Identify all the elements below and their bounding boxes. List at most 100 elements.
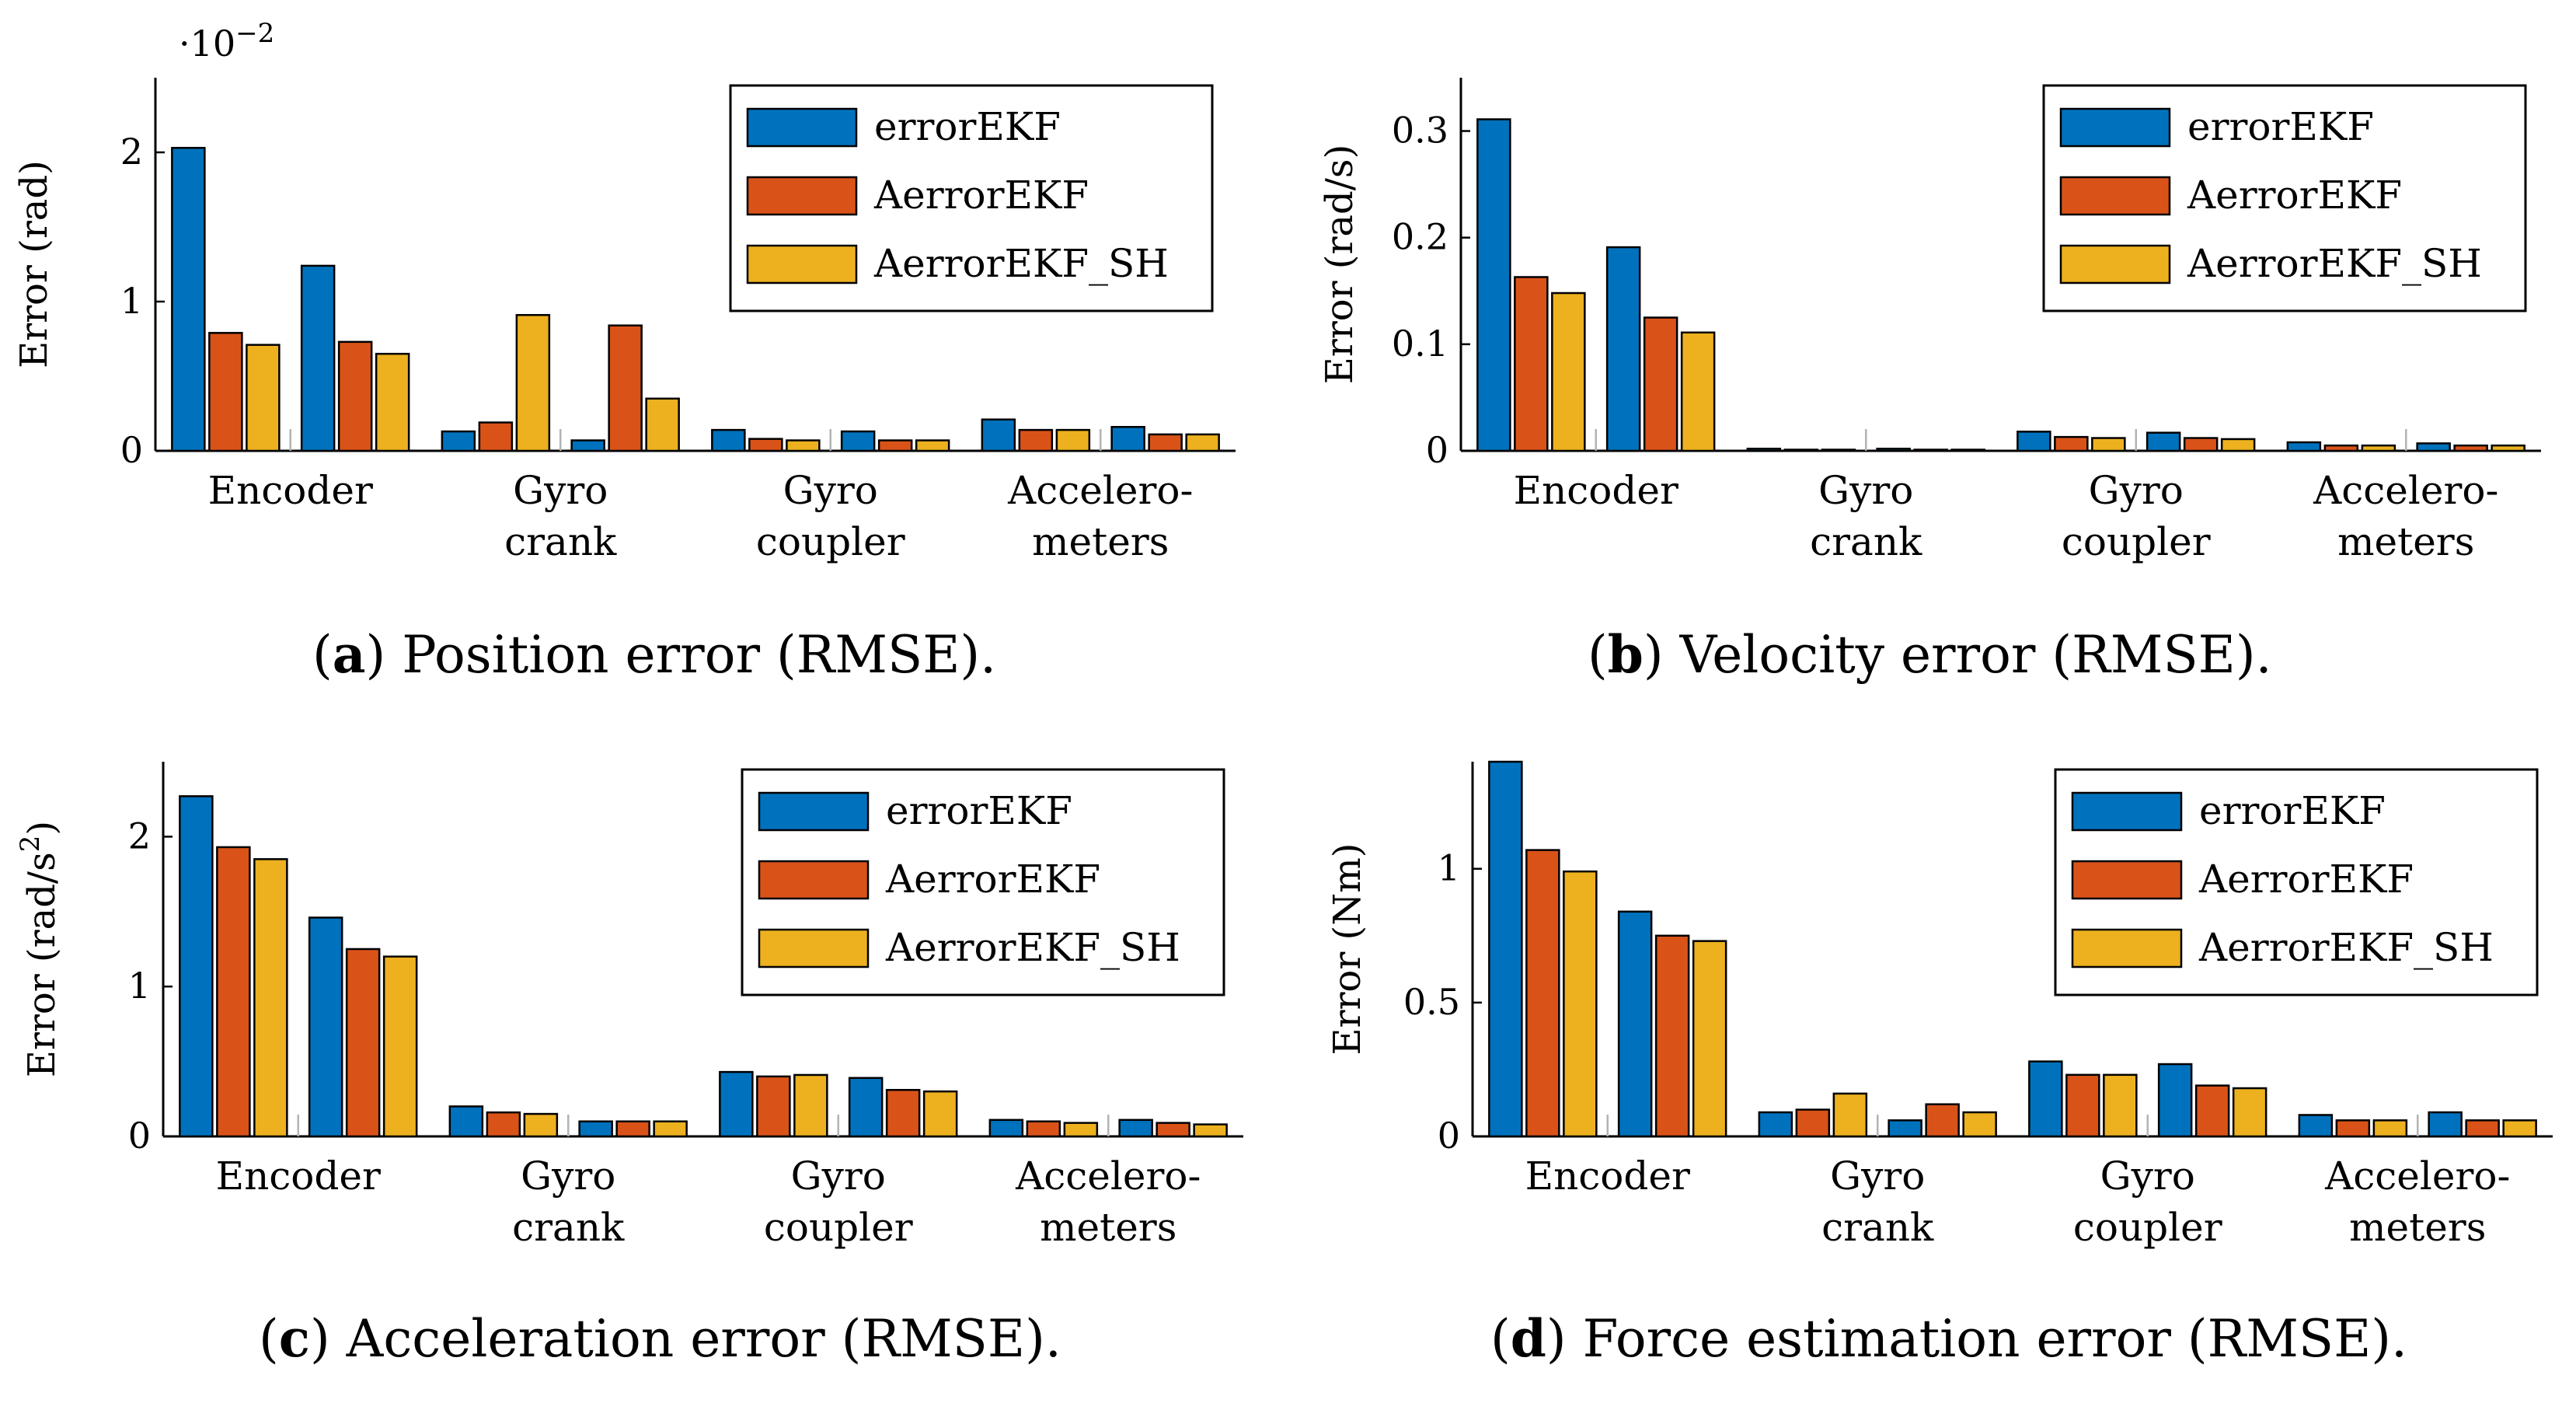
bar-AerrorEKF-g1-c0 xyxy=(478,421,514,452)
y-axis-label: Error (rad) xyxy=(12,160,56,368)
category-label: Encoder xyxy=(1525,1153,1690,1199)
category-label: Accelero- xyxy=(1015,1153,1201,1199)
y-tick-label: 0 xyxy=(1426,429,1448,471)
y-scale-exponent: −2 xyxy=(235,18,274,49)
caption-paren-open: ( xyxy=(1588,625,1608,685)
legend-swatch-errorEKF xyxy=(746,107,858,148)
bar-AerrorEKF_SH-g1-c0 xyxy=(515,314,551,452)
bar-AerrorEKF-g3-c1 xyxy=(2453,444,2488,452)
bar-AerrorEKF-g0-c1 xyxy=(1643,316,1678,452)
bar-AerrorEKF_SH-g1-c1 xyxy=(653,1120,688,1138)
bar-AerrorEKF_SH-g2-c0 xyxy=(2091,437,2126,452)
bar-errorEKF-g1-c0 xyxy=(1746,448,1782,452)
bar-errorEKF-g0-c0 xyxy=(1488,760,1523,1138)
bar-errorEKF-g2-c1 xyxy=(2146,431,2181,452)
y-scale-base: ·10 xyxy=(179,23,235,65)
bar-AerrorEKF-g1-c1 xyxy=(1913,448,1948,452)
bar-AerrorEKF_SH-g2-c1 xyxy=(2232,1087,2268,1138)
y-tick-label: 2 xyxy=(120,131,143,173)
bar-AerrorEKF-g2-c1 xyxy=(2194,1084,2230,1138)
y-tick-label: 0.5 xyxy=(1403,981,1460,1023)
bar-errorEKF-g2-c0 xyxy=(719,1070,754,1138)
category-label: meters xyxy=(1040,1205,1176,1250)
category-label: Encoder xyxy=(1514,468,1678,513)
category-label: coupler xyxy=(764,1205,913,1250)
caption-letter: a xyxy=(333,624,366,685)
bar-AerrorEKF-g1-c1 xyxy=(1925,1103,1960,1138)
bar-errorEKF-g1-c0 xyxy=(448,1105,484,1138)
legend: errorEKF AerrorEKF AerrorEKF_SH xyxy=(2042,84,2527,312)
category-label: meters xyxy=(2337,519,2474,564)
bar-AerrorEKF_SH-g3-c1 xyxy=(1193,1123,1228,1138)
bar-AerrorEKF_SH-g2-c1 xyxy=(922,1090,958,1138)
legend-swatch-errorEKF xyxy=(2071,791,2183,832)
caption-text: Force estimation error (RMSE). xyxy=(1567,1309,2407,1369)
bar-errorEKF-g1-c1 xyxy=(578,1120,613,1138)
y-tick-label: 1 xyxy=(128,965,151,1007)
y-axis-label-sup: 2 xyxy=(15,836,46,853)
bar-AerrorEKF-g3-c1 xyxy=(1156,1122,1190,1138)
y-axis-label-text: Error (Nm) xyxy=(1326,843,1369,1056)
legend-label: errorEKF xyxy=(874,104,1061,149)
bar-AerrorEKF-g3-c0 xyxy=(2323,444,2359,452)
caption: (a) Position error (RMSE). xyxy=(312,624,996,685)
legend-swatch-errorEKF xyxy=(2059,107,2171,148)
category-label: Gyro xyxy=(513,468,608,513)
bar-errorEKF-g2-c1 xyxy=(840,430,876,452)
bar-AerrorEKF_SH-g3-c1 xyxy=(2491,444,2525,452)
bar-AerrorEKF-g3-c0 xyxy=(1026,1120,1061,1138)
legend-label: errorEKF xyxy=(2199,788,2386,833)
y-axis-label-text: Error (rad/s xyxy=(20,852,64,1077)
bar-AerrorEKF_SH-g2-c0 xyxy=(793,1073,828,1138)
legend-swatch-AerrorEKF xyxy=(2059,176,2171,216)
caption-paren-close: ) xyxy=(1644,625,1664,685)
category-label: Gyro xyxy=(1818,468,1913,513)
y-tick-label: 0.1 xyxy=(1392,323,1448,365)
bar-errorEKF-g3-c1 xyxy=(2416,442,2451,452)
bar-AerrorEKF-g0-c0 xyxy=(1525,849,1560,1138)
bar-AerrorEKF-g1-c0 xyxy=(486,1111,521,1138)
legend-swatch-AerrorEKF_SH xyxy=(2059,244,2171,284)
category-label: coupler xyxy=(756,519,905,564)
caption: (c) Acceleration error (RMSE). xyxy=(259,1308,1061,1369)
bar-AerrorEKF-g3-c1 xyxy=(2465,1119,2500,1138)
category-label: Accelero- xyxy=(2313,468,2498,513)
category-label: Gyro xyxy=(1830,1153,1925,1199)
bar-AerrorEKF_SH-g2-c0 xyxy=(2103,1073,2138,1138)
y-tick-label: 1 xyxy=(120,280,143,322)
caption: (d) Force estimation error (RMSE). xyxy=(1490,1308,2407,1369)
caption-paren-close: ) xyxy=(310,1309,330,1369)
category-label: Accelero- xyxy=(1007,468,1193,513)
bar-AerrorEKF-g3-c0 xyxy=(1018,428,1054,452)
legend-swatch-AerrorEKF xyxy=(758,860,870,900)
bar-AerrorEKF-g2-c1 xyxy=(877,439,913,452)
legend-label: AerrorEKF_SH xyxy=(2198,925,2494,970)
bar-AerrorEKF_SH-g1-c1 xyxy=(1950,448,1985,452)
legend-label: AerrorEKF xyxy=(2198,857,2414,902)
legend-label: AerrorEKF_SH xyxy=(885,925,1180,970)
panel-b: 0 0.1 0.2 0.3 Error (rad/s) Encoder Gyro crank G… xyxy=(1318,78,2541,685)
legend: errorEKF AerrorEKF AerrorEKF_SH xyxy=(2054,768,2539,996)
bar-AerrorEKF-g1-c1 xyxy=(608,324,643,452)
legend: errorEKF AerrorEKF AerrorEKF_SH xyxy=(741,768,1225,996)
legend-swatch-errorEKF xyxy=(758,791,870,832)
category-label: crank xyxy=(504,519,617,564)
bar-errorEKF-g1-c0 xyxy=(441,430,476,452)
bar-AerrorEKF-g0-c1 xyxy=(345,948,381,1138)
bar-errorEKF-g1-c1 xyxy=(570,439,605,452)
y-axis-label: Error (Nm) xyxy=(1326,843,1369,1056)
bar-errorEKF-g3-c1 xyxy=(2428,1111,2463,1138)
bar-errorEKF-g3-c0 xyxy=(2286,441,2322,452)
bar-AerrorEKF-g1-c1 xyxy=(615,1120,650,1138)
panel-a: 0 1 2 ·10−2 Error (rad) Encoder Gyro crank Gyro c… xyxy=(12,18,1236,685)
caption-paren-open: ( xyxy=(259,1309,279,1369)
bar-errorEKF-g2-c0 xyxy=(2017,431,2051,452)
bar-errorEKF-g0-c1 xyxy=(308,916,343,1138)
bar-errorEKF-g3-c1 xyxy=(1110,426,1145,452)
bar-AerrorEKF-g3-c0 xyxy=(2335,1119,2371,1138)
category-label: crank xyxy=(512,1205,625,1250)
bar-errorEKF-g0-c1 xyxy=(300,264,336,452)
legend-label: AerrorEKF xyxy=(885,857,1100,902)
bar-errorEKF-g2-c0 xyxy=(2028,1060,2063,1138)
bar-AerrorEKF-g0-c1 xyxy=(337,340,373,452)
